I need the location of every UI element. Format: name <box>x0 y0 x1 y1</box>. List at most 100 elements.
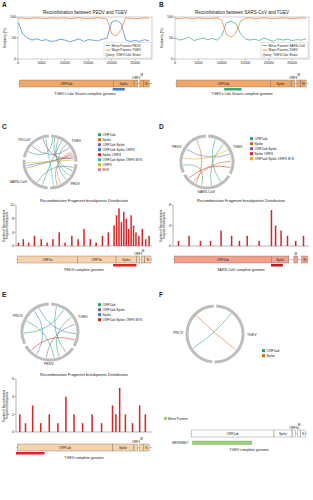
gene-label: Spike <box>277 82 285 86</box>
legend-swatch <box>98 138 101 141</box>
y-tick <box>15 218 17 219</box>
segment-label: SARS-CoV <box>198 190 216 194</box>
gene-label: M <box>294 252 297 256</box>
x-tick-label: 15000 <box>83 61 93 65</box>
y-axis <box>16 205 17 246</box>
gene-label: ORF3 <box>132 440 140 444</box>
circos-link <box>37 166 73 182</box>
bar <box>23 239 25 246</box>
genome-title: TGEV's Like Strains complete genome <box>211 92 273 96</box>
y-tick <box>172 246 174 247</box>
legend-label: Spike <box>255 142 264 146</box>
legend-swatch <box>250 152 253 155</box>
bar <box>271 210 273 246</box>
y-tick-label: 0 <box>12 430 14 434</box>
bar <box>115 414 117 432</box>
circos-link <box>24 310 64 333</box>
gene-label: Spike <box>279 432 287 436</box>
gene <box>17 256 77 263</box>
bar <box>108 232 110 246</box>
bar <box>112 406 114 433</box>
circos-link <box>189 166 230 178</box>
bar <box>71 236 73 246</box>
gene-label: M <box>140 73 143 77</box>
title: Recombination between PEDV and TGEV <box>43 10 127 15</box>
legend-swatch <box>106 50 111 51</box>
gene <box>145 256 151 263</box>
segment-label: SARS-CoV <box>10 180 28 184</box>
gene-label: ORF1ab <box>217 82 229 86</box>
bar <box>145 414 147 432</box>
gene <box>191 430 274 437</box>
x-tick-label: 20000 <box>107 61 117 65</box>
circos-link <box>26 160 74 163</box>
bar <box>142 229 144 246</box>
title: Recombination Fragment breakpoints Distr… <box>40 198 128 203</box>
y-tick-label: 4 <box>169 224 171 228</box>
legend-swatch <box>262 349 265 352</box>
y-tick-label: 4 <box>12 231 14 235</box>
gene <box>17 444 112 451</box>
bar <box>49 414 51 432</box>
gene-label: M <box>142 249 145 253</box>
bar <box>200 241 202 246</box>
bar <box>295 241 297 246</box>
bar <box>121 222 123 246</box>
highlight <box>113 264 136 267</box>
bar <box>40 423 42 432</box>
axis-label-line: Fragment Breakpoints <box>5 211 9 239</box>
gene-label: Spike <box>122 258 130 262</box>
legend-label: ORF1ab <box>267 349 280 353</box>
gene-label: ORF1b <box>91 258 102 262</box>
legend-label: Spike <box>103 313 112 317</box>
series-line <box>175 21 306 41</box>
gene-label: N <box>302 82 305 86</box>
bar <box>19 414 21 432</box>
gene-label: ORF1a <box>42 258 53 262</box>
y-axis <box>16 379 17 432</box>
circos-segment <box>184 175 229 188</box>
gene <box>144 80 150 87</box>
gene <box>176 80 270 87</box>
segment-label: PEDV <box>172 145 182 149</box>
axis-label: Number of Recombination Fragment Breakpo… <box>159 209 166 242</box>
circos-segment <box>22 304 49 344</box>
legend-label: Spike <box>103 138 112 142</box>
axis-label-line: Fragment Breakpoints <box>5 391 9 419</box>
figure: ABCDEFRecombination between PEDV and TGE… <box>0 0 313 500</box>
genome-title: TGEV's Like Strains complete genome <box>54 92 116 96</box>
bar <box>139 406 141 433</box>
circos-link <box>196 140 202 183</box>
bar <box>231 236 233 246</box>
series-group <box>18 18 149 42</box>
legend-swatch <box>250 147 253 150</box>
x-tick-label: 10000 <box>217 61 227 65</box>
bar <box>130 215 132 246</box>
axis-label: Similarity (%) <box>160 28 164 49</box>
segment-label: TGEV <box>233 145 243 149</box>
track <box>192 441 251 445</box>
gene <box>174 256 271 263</box>
legend-swatch <box>98 313 101 316</box>
axis-label: Number of Recombination Fragment Breakpo… <box>2 209 9 242</box>
bar <box>116 215 118 246</box>
x-tick-label: 5000 <box>37 61 45 65</box>
gene-label: Spike <box>119 446 127 450</box>
bar <box>118 208 120 246</box>
circos-link <box>57 151 71 183</box>
y-tick <box>17 38 19 39</box>
gene <box>134 80 138 87</box>
legend-box <box>104 43 151 58</box>
legend-label: ORF1ab <box>103 303 116 307</box>
x-tick-label: 10000 <box>60 61 70 65</box>
legend-label: ORF1ab Spike ORF3 <box>103 148 135 152</box>
x-tick-label: 25000 <box>130 61 140 65</box>
legend-swatch <box>98 318 101 321</box>
genome-title: TGEV complete genome <box>229 448 268 452</box>
legend-swatch <box>98 168 101 171</box>
bar <box>123 212 125 246</box>
bar <box>58 232 60 246</box>
bar <box>119 388 121 432</box>
legend-label: Minor Parents <box>168 417 188 421</box>
highlight <box>224 88 241 91</box>
